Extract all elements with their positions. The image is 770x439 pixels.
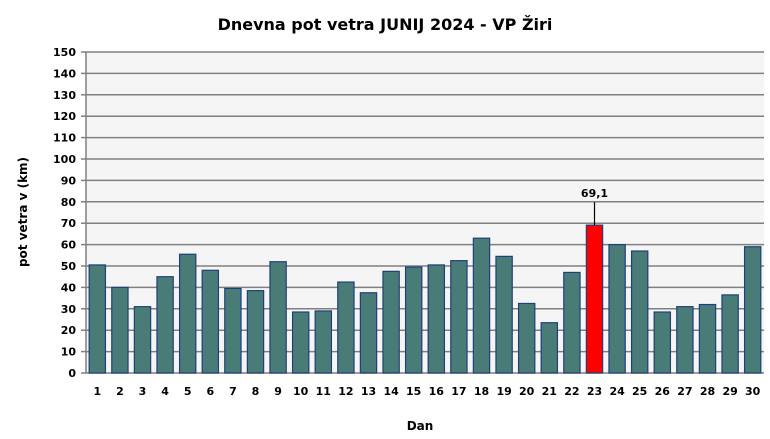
y-tick-label: 70 bbox=[61, 217, 77, 230]
y-tick-label: 130 bbox=[53, 89, 76, 102]
y-tick-label: 80 bbox=[61, 196, 77, 209]
bar bbox=[721, 294, 739, 374]
y-tick-label: 100 bbox=[53, 153, 76, 166]
x-tick-label: 11 bbox=[316, 385, 331, 398]
bar bbox=[133, 306, 152, 374]
x-tick-label: 10 bbox=[293, 385, 309, 398]
bar bbox=[743, 246, 762, 374]
bar bbox=[111, 286, 129, 374]
y-tick-label: 110 bbox=[53, 132, 76, 145]
x-tick-label: 25 bbox=[632, 385, 647, 398]
x-tick-label: 2 bbox=[116, 385, 124, 398]
x-tick-label: 7 bbox=[229, 385, 237, 398]
bar bbox=[540, 322, 559, 374]
bar bbox=[676, 306, 694, 374]
x-tick-label: 28 bbox=[700, 385, 715, 398]
y-tick-label: 90 bbox=[61, 174, 77, 187]
bar bbox=[337, 281, 355, 374]
bar bbox=[450, 260, 468, 374]
bar bbox=[495, 255, 513, 374]
x-tick-label: 21 bbox=[542, 385, 557, 398]
bar bbox=[178, 253, 197, 374]
bar bbox=[653, 311, 672, 374]
bar bbox=[404, 266, 423, 374]
bar bbox=[585, 224, 604, 374]
x-tick-label: 19 bbox=[496, 385, 511, 398]
bar bbox=[156, 276, 174, 374]
y-tick-label: 140 bbox=[53, 67, 76, 80]
x-tick-label: 27 bbox=[677, 385, 692, 398]
y-tick-label: 120 bbox=[53, 110, 76, 123]
bar bbox=[88, 264, 107, 374]
x-tick-label: 23 bbox=[587, 385, 602, 398]
data-label: 69,1 bbox=[581, 187, 608, 200]
bar bbox=[359, 292, 378, 374]
x-tick-label: 8 bbox=[252, 385, 260, 398]
x-tick-label: 9 bbox=[274, 385, 282, 398]
x-tick-label: 20 bbox=[519, 385, 535, 398]
y-tick-label: 50 bbox=[61, 260, 77, 273]
bar bbox=[314, 310, 333, 374]
x-tick-label: 16 bbox=[429, 385, 445, 398]
y-tick-label: 40 bbox=[61, 281, 77, 294]
bar bbox=[382, 270, 400, 374]
x-axis-label: Dan bbox=[407, 419, 434, 433]
bar bbox=[563, 271, 581, 374]
x-tick-label: 15 bbox=[406, 385, 421, 398]
y-tick-label: 20 bbox=[61, 324, 77, 337]
x-tick-label: 29 bbox=[722, 385, 737, 398]
bar bbox=[698, 303, 717, 374]
bar bbox=[291, 311, 310, 374]
bar bbox=[427, 264, 446, 374]
bar bbox=[201, 269, 220, 374]
plot-area bbox=[86, 52, 764, 373]
y-tick-label: 60 bbox=[61, 239, 77, 252]
x-tick-label: 5 bbox=[184, 385, 192, 398]
x-tick-label: 3 bbox=[139, 385, 147, 398]
bar bbox=[517, 302, 536, 374]
x-tick-label: 14 bbox=[383, 385, 399, 398]
x-tick-label: 22 bbox=[564, 385, 579, 398]
bar bbox=[224, 287, 242, 374]
bar bbox=[608, 244, 626, 374]
x-tick-label: 18 bbox=[474, 385, 489, 398]
x-tick-label: 1 bbox=[93, 385, 101, 398]
x-tick-label: 30 bbox=[745, 385, 761, 398]
x-tick-label: 4 bbox=[161, 385, 169, 398]
x-tick-label: 17 bbox=[451, 385, 466, 398]
bar bbox=[630, 250, 649, 374]
x-tick-label: 13 bbox=[361, 385, 376, 398]
x-tick-label: 12 bbox=[338, 385, 353, 398]
x-tick-label: 24 bbox=[609, 385, 625, 398]
bar bbox=[472, 237, 491, 374]
y-tick-label: 150 bbox=[53, 46, 76, 59]
y-tick-label: 10 bbox=[61, 346, 77, 359]
y-tick-label: 30 bbox=[61, 303, 77, 316]
x-tick-label: 26 bbox=[655, 385, 671, 398]
chart-title: Dnevna pot vetra JUNIJ 2024 - VP Žiri bbox=[218, 15, 553, 34]
x-tick-label: 6 bbox=[206, 385, 214, 398]
bar bbox=[246, 290, 265, 374]
y-tick-label: 0 bbox=[68, 367, 76, 380]
y-axis-label: pot vetra v (km) bbox=[16, 157, 30, 267]
bar bbox=[269, 261, 287, 374]
